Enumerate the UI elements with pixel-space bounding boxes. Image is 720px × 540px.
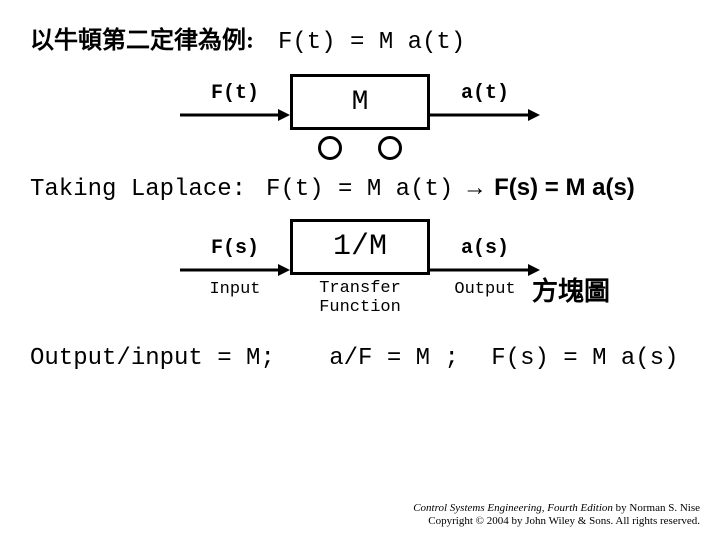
input-label-1: F(t) xyxy=(211,82,259,105)
laplace-eq2: F(s) = M a(s) xyxy=(494,174,635,201)
output-arrow-1: a(t) xyxy=(430,82,540,123)
block-1-text: M xyxy=(352,87,369,118)
arrow-right-icon xyxy=(430,107,540,123)
block-2-text: 1/M xyxy=(333,230,387,264)
block-diagram-2: F(s) Input 1/M Transfer Function a(s) Ou… xyxy=(30,219,690,317)
block-diagram-1: F(t) M a(t) xyxy=(30,74,690,130)
laplace-eq1: F(t) = M a(t) → xyxy=(266,176,482,203)
side-label: 方塊圖 xyxy=(532,271,610,308)
title-equation: F(t) = M a(t) xyxy=(278,29,465,56)
footer-copyright: Copyright © 2004 by John Wiley & Sons. A… xyxy=(413,515,700,528)
footer-title: Control Systems Engineering, Fourth Edit… xyxy=(413,502,613,514)
input-sublabel-2: Input xyxy=(209,280,260,299)
bottom-line: Output/input = M; a/F = M ; F(s) = M a(s… xyxy=(30,345,690,372)
laplace-line: Taking Laplace: F(t) = M a(t) → F(s) = M… xyxy=(30,174,690,203)
arrow-right-icon xyxy=(180,107,290,123)
wheel-icon xyxy=(378,136,402,160)
output-label-2: a(s) xyxy=(461,237,509,260)
block-1: M xyxy=(290,74,430,130)
output-sublabel-2: Output xyxy=(454,280,515,299)
wheel-icon xyxy=(318,136,342,160)
output-label-1: a(t) xyxy=(461,82,509,105)
arrow-right-icon xyxy=(180,262,290,278)
output-arrow-2: a(s) Output xyxy=(430,237,540,299)
input-arrow-1: F(t) xyxy=(180,82,290,123)
wheels-deco xyxy=(30,136,690,160)
bottom-a: Output/input = M; xyxy=(30,345,275,372)
input-label-2: F(s) xyxy=(211,237,259,260)
footer-author: by Norman S. Nise xyxy=(613,502,700,514)
block-2-under-1: Transfer xyxy=(319,279,401,298)
title-prefix: 以牛頓第二定律為例: xyxy=(30,28,254,54)
title-line: 以牛頓第二定律為例: F(t) = M a(t) xyxy=(30,20,690,56)
arrow-right-icon xyxy=(430,262,540,278)
laplace-prefix: Taking Laplace: xyxy=(30,176,246,203)
input-arrow-2: F(s) Input xyxy=(180,237,290,299)
footer-credit: Control Systems Engineering, Fourth Edit… xyxy=(413,502,700,528)
bottom-b: a/F = M ; xyxy=(329,345,459,372)
block-2: 1/M xyxy=(290,219,430,275)
block-2-under-2: Function xyxy=(319,298,401,317)
bottom-c: F(s) = M a(s) xyxy=(491,345,678,372)
